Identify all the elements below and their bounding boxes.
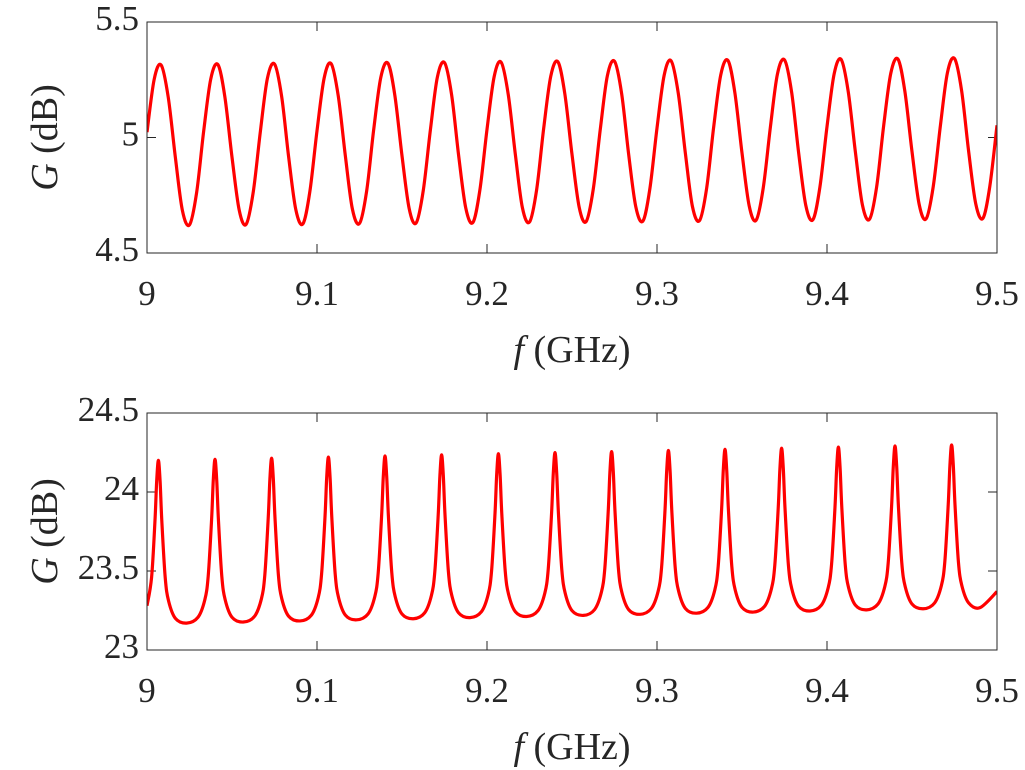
data-line	[147, 56, 997, 228]
x-tick-label: 9	[138, 274, 156, 313]
x-tick-label: 9.4	[805, 274, 849, 313]
subplot: 23 23.5 24 24.5 9 9.1 9.2 9.3 9.4 9.5 f (GHz) G (dB…	[24, 390, 1019, 768]
y-tick-label: 5.5	[95, 0, 139, 38]
y-tick-label: 24	[104, 469, 139, 508]
y-axis-label: G (dB)	[24, 84, 66, 191]
x-tick-label: 9.3	[635, 671, 679, 710]
subplot: 4.5 5 5.5 9 9.1 9.2 9.3 9.4 9.5 f (GHz) G (dB)	[24, 0, 1019, 371]
x-tick-label: 9.4	[805, 671, 849, 710]
data-group	[147, 56, 997, 228]
x-tick-label: 9.2	[465, 274, 509, 313]
x-tick-label: 9.5	[975, 671, 1019, 710]
data-group	[147, 443, 997, 625]
axes-box	[146, 21, 998, 254]
data-line	[147, 443, 997, 625]
x-tick-label: 9	[138, 671, 156, 710]
axes-box	[146, 412, 998, 651]
x-tick-label: 9.5	[975, 274, 1019, 313]
x-axis-label: f (GHz)	[513, 726, 630, 768]
y-tick-label: 24.5	[78, 390, 139, 429]
x-tick-label: 9.2	[465, 671, 509, 710]
plot-area	[147, 22, 997, 253]
x-tick-label: 9.3	[635, 274, 679, 313]
y-tick-label: 23	[104, 627, 139, 666]
y-tick-label: 4.5	[95, 230, 139, 269]
x-tick-label: 9.1	[295, 671, 339, 710]
x-axis-label: f (GHz)	[513, 329, 630, 371]
x-tick-label: 9.1	[295, 274, 339, 313]
y-tick-label: 5	[122, 115, 140, 154]
y-tick-label: 23.5	[78, 548, 139, 587]
y-axis-label: G (dB)	[24, 478, 66, 585]
